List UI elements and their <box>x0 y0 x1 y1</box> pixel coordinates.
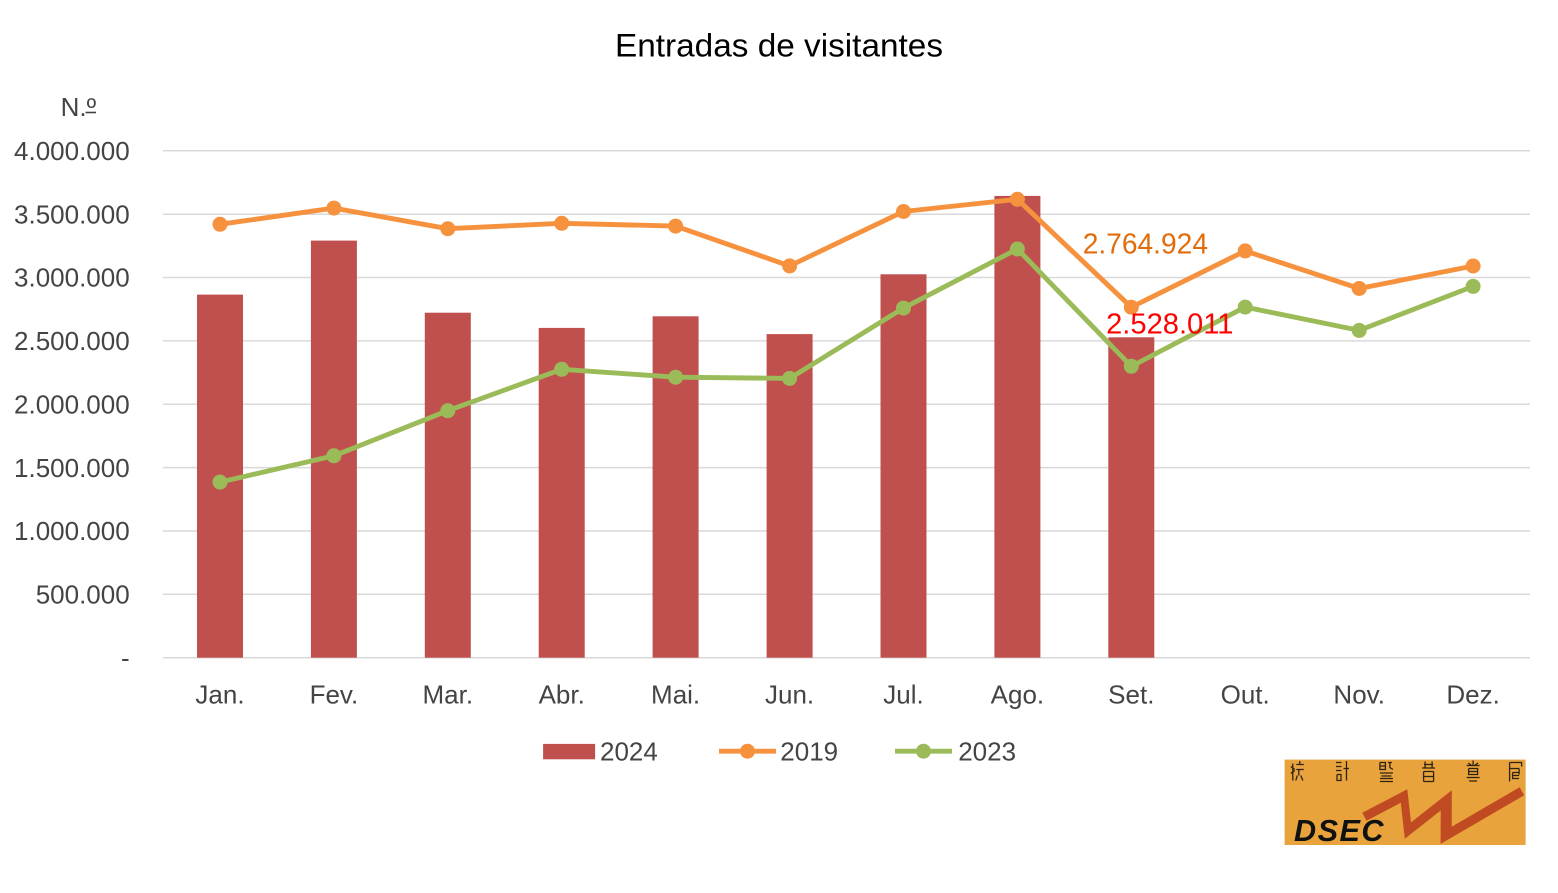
svg-text:Jun.: Jun. <box>765 679 814 709</box>
svg-text:2.528.011: 2.528.011 <box>1106 309 1233 341</box>
svg-text:2019: 2019 <box>780 736 838 766</box>
svg-text:Jul.: Jul. <box>883 679 923 709</box>
svg-text:Mar.: Mar. <box>423 679 474 709</box>
svg-text:2023: 2023 <box>958 736 1016 766</box>
svg-text:1.500.000: 1.500.000 <box>14 453 130 483</box>
svg-text:Nov.: Nov. <box>1333 679 1385 709</box>
svg-text:2024: 2024 <box>600 736 658 766</box>
svg-text:4.000.000: 4.000.000 <box>14 136 130 166</box>
svg-text:2.764.924: 2.764.924 <box>1083 228 1208 260</box>
svg-text:2.000.000: 2.000.000 <box>14 389 130 419</box>
svg-text:Entradas de visitantes: Entradas de visitantes <box>615 27 943 63</box>
svg-text:DSEC: DSEC <box>1294 813 1385 848</box>
svg-text:Mai.: Mai. <box>651 679 700 709</box>
svg-text:Abr.: Abr. <box>539 679 585 709</box>
svg-text:Dez.: Dez. <box>1446 679 1499 709</box>
svg-text:-: - <box>121 643 130 673</box>
svg-text:N.º: N.º <box>61 92 97 122</box>
svg-text:3.500.000: 3.500.000 <box>14 199 130 229</box>
svg-text:Jan.: Jan. <box>195 679 244 709</box>
svg-text:Out.: Out. <box>1221 679 1270 709</box>
svg-text:500.000: 500.000 <box>36 580 130 610</box>
svg-text:2.500.000: 2.500.000 <box>14 326 130 356</box>
svg-text:3.000.000: 3.000.000 <box>14 263 130 293</box>
svg-text:1.000.000: 1.000.000 <box>14 516 130 546</box>
svg-text:Fev.: Fev. <box>310 679 359 709</box>
svg-text:Set.: Set. <box>1108 679 1154 709</box>
svg-text:Ago.: Ago. <box>991 679 1045 709</box>
